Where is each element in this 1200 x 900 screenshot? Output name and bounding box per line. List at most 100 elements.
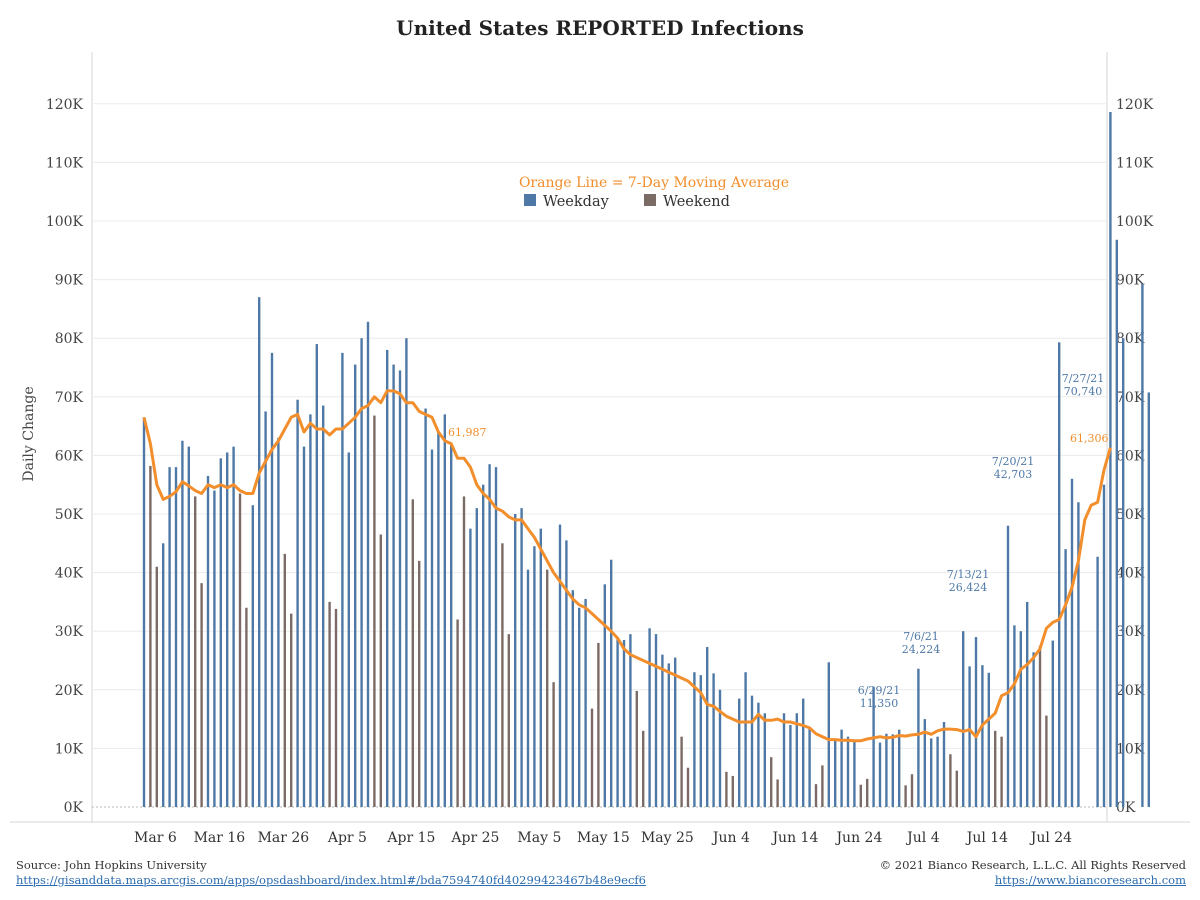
y-tick-label-left: 10K (55, 741, 84, 757)
weekday-bar (181, 440, 184, 807)
weekend-bar (814, 784, 818, 807)
chart-title: United States REPORTED Infections (396, 16, 804, 40)
weekday-bar (840, 729, 843, 807)
weekend-bar (680, 736, 683, 807)
weekday-bar (1051, 640, 1054, 807)
moving-average-line (142, 389, 1112, 743)
weekend-bar (1000, 736, 1003, 807)
weekday-bar (891, 734, 894, 807)
y-tick-label-right: 0K (1116, 800, 1136, 816)
weekend-bar (328, 601, 331, 807)
weekend-bar (590, 708, 594, 807)
source-url-line: https://gisanddata.maps.arcgis.com/apps/… (16, 873, 646, 887)
weekend-bar (686, 767, 690, 807)
x-tick-label: Apr 15 (386, 830, 435, 846)
x-tick-label: May 25 (641, 830, 694, 846)
x-tick-label: Mar 6 (134, 830, 177, 846)
weekday-bar (872, 686, 875, 807)
y-tick-label-right: 70K (1116, 390, 1145, 406)
x-tick-label: Jul 14 (965, 830, 1008, 846)
weekday-bar (398, 370, 402, 807)
weekday-bar (923, 719, 926, 807)
weekday-bar (1006, 525, 1010, 807)
weekend-bar (149, 465, 152, 807)
weekday-bar (834, 739, 837, 807)
annotation-date: 7/6/21 (903, 630, 938, 643)
weekday-bar (917, 668, 920, 807)
weekend-bar (462, 496, 466, 807)
weekday-bar (162, 543, 165, 807)
weekday-bar (296, 399, 299, 807)
weekend-bar (949, 754, 952, 807)
weekday-bar (437, 431, 440, 807)
weekday-bar (213, 490, 216, 807)
weekday-bar (981, 665, 984, 807)
weekday-bar (763, 713, 766, 807)
weekday-bar (808, 727, 811, 807)
y-tick-label-left: 50K (55, 507, 84, 523)
x-tick-label: Jun 14 (770, 830, 818, 846)
legend-note: Orange Line = 7-Day Moving Average (519, 175, 789, 191)
weekday-bar (738, 698, 741, 807)
weekday-bar (616, 637, 619, 807)
legend-swatch-weekend (644, 194, 656, 206)
x-tick-label: Mar 26 (258, 830, 310, 846)
website-line: https://www.biancoresearch.com (995, 873, 1186, 887)
annotation-value: 26,424 (949, 581, 988, 594)
weekend-bar (507, 634, 510, 807)
weekday-bar (565, 540, 568, 807)
weekday-bar (482, 484, 485, 807)
weekday-bar (757, 702, 760, 807)
weekday-bar (475, 508, 478, 807)
weekday-bar (142, 417, 146, 807)
annotation-date: 6/29/21 (858, 684, 900, 697)
annotation-date: 7/20/21 (992, 455, 1034, 468)
y-tick-label-right: 30K (1116, 624, 1145, 640)
source-link[interactable]: https://gisanddata.maps.arcgis.com/apps/… (16, 873, 646, 887)
y-tick-label-right: 120K (1116, 97, 1154, 113)
annotation-value: 42,703 (994, 468, 1033, 481)
y-tick-label-right: 50K (1116, 507, 1145, 523)
weekday-bar (168, 467, 171, 807)
weekend-bar (283, 553, 286, 807)
weekday-bar (258, 297, 261, 807)
weekday-bar (782, 713, 786, 807)
weekday-bar (264, 411, 267, 807)
weekday-bar (1032, 652, 1035, 807)
weekend-bar (552, 682, 555, 807)
weekday-bar (578, 607, 581, 807)
weekday-bar (386, 349, 389, 807)
weekday-bar (750, 695, 754, 807)
weekend-bar (635, 690, 638, 807)
website-link[interactable]: https://www.biancoresearch.com (994, 873, 1186, 887)
weekday-bar (1122, 338, 1125, 807)
annotation-value: 11,350 (860, 697, 899, 710)
weekday-bar (1077, 502, 1080, 807)
weekday-bar (341, 352, 344, 807)
y-tick-label-right: 80K (1116, 331, 1145, 347)
weekday-bar (674, 657, 677, 807)
weekday-bar (1109, 112, 1112, 807)
y-tick-label-right: 10K (1116, 741, 1145, 757)
weekday-bar (494, 467, 498, 807)
weekday-bar (488, 464, 491, 807)
weekday-bar (322, 405, 325, 807)
annotation-date: 7/13/21 (947, 568, 989, 581)
weekend-bar (334, 608, 338, 807)
weekend-bar (456, 619, 459, 807)
weekday-bar (712, 673, 715, 807)
weekday-bar (936, 736, 939, 807)
weekday-bar (693, 672, 696, 807)
weekday-bar (558, 524, 562, 807)
weekend-bar (194, 496, 197, 807)
weekday-bar (603, 584, 606, 807)
weekday-bar (533, 546, 536, 807)
weekday-bar (514, 514, 517, 807)
weekday-bar (187, 446, 190, 807)
y-tick-label-left: 40K (55, 566, 84, 582)
weekend-bar (821, 765, 824, 807)
weekday-bar (744, 672, 747, 807)
weekend-bar (642, 730, 645, 807)
weekend-bar (776, 779, 779, 807)
